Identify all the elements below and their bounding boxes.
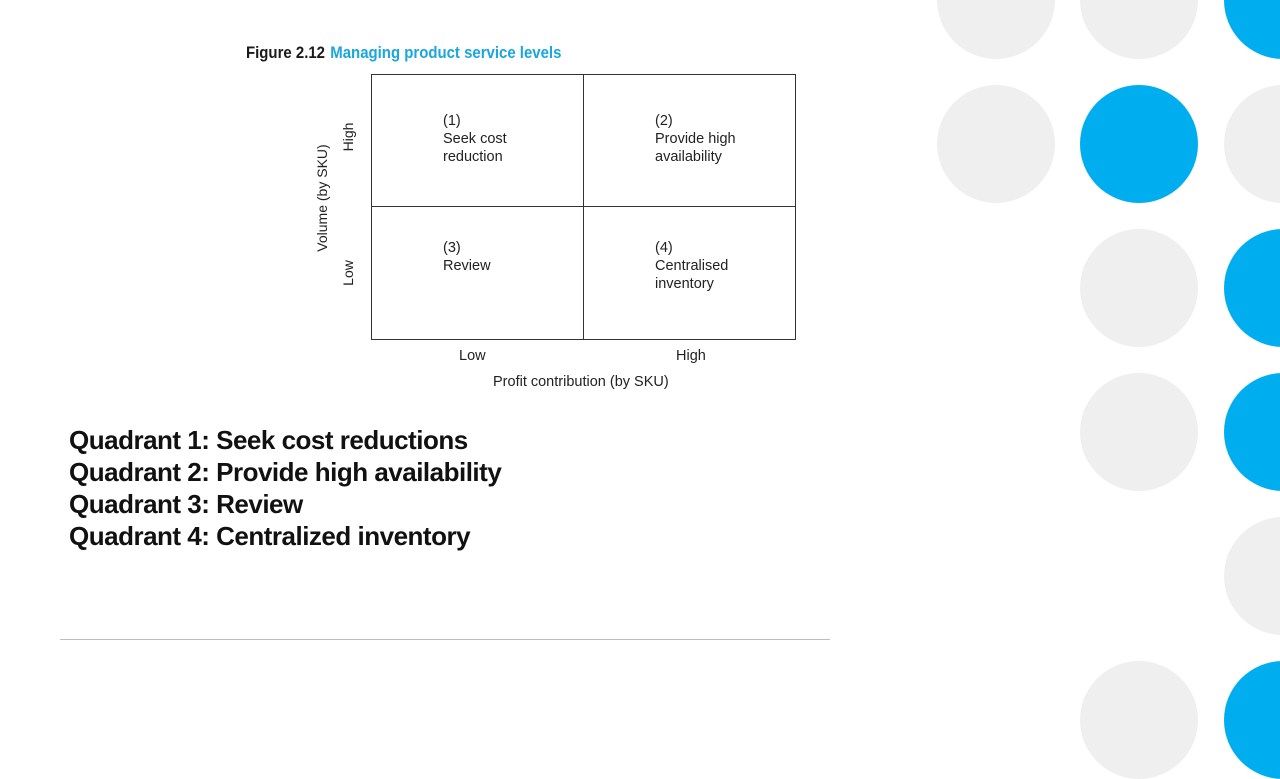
quadrant-number: (4) [655, 240, 673, 256]
summary-item: Quadrant 4: Centralized inventory [69, 521, 471, 551]
quadrant-1-text: (1) Seek cost reduction [443, 112, 507, 166]
quadrant-label-line: Centralised [655, 258, 729, 274]
decor-circle-accent [1224, 0, 1280, 59]
y-tick-low: Low [340, 260, 356, 286]
y-tick-high: High [340, 122, 356, 152]
x-axis-label: Profit contribution (by SKU) [493, 374, 669, 390]
x-tick-low: Low [459, 348, 486, 364]
decor-circle [937, 85, 1055, 203]
decor-circle [1080, 0, 1198, 59]
y-axis-label: Volume (by SKU) [314, 144, 330, 252]
summary-item: Quadrant 2: Provide high availability [69, 457, 502, 487]
footer-divider [60, 639, 830, 640]
quadrant-label-line: Review [443, 258, 491, 274]
quadrant-label-line: availability [655, 149, 722, 165]
figure-number: Figure 2.12 [246, 43, 325, 62]
x-tick-high: High [676, 348, 706, 364]
quadrant-label-line: inventory [655, 276, 714, 292]
quadrant-3-text: (3) Review [443, 239, 491, 275]
summary-item: Quadrant 3: Review [69, 489, 303, 519]
decor-circle [1224, 85, 1280, 203]
matrix-divider-vertical [583, 75, 584, 339]
quadrant-label-line: Seek cost [443, 131, 507, 147]
decor-circle-accent [1224, 229, 1280, 347]
decor-circle [937, 0, 1055, 59]
quadrant-label-line: reduction [443, 149, 503, 165]
decor-circle-accent [1224, 373, 1280, 491]
decor-circle [1080, 229, 1198, 347]
quadrant-number: (3) [443, 240, 461, 256]
quadrant-2-text: (2) Provide high availability [655, 112, 736, 166]
decor-circle-accent [1080, 85, 1198, 203]
quadrant-4-text: (4) Centralised inventory [655, 239, 728, 293]
figure-title: Managing product service levels [330, 43, 562, 62]
decor-circle-accent [1224, 661, 1280, 779]
quadrant-number: (2) [655, 113, 673, 129]
quadrant-summary-list: Quadrant 1: Seek cost reductions Quadran… [69, 424, 502, 552]
decor-circle [1080, 373, 1198, 491]
quadrant-label-line: Provide high [655, 131, 736, 147]
figure-caption: Figure 2.12 Managing product service leve… [246, 43, 561, 63]
matrix-divider-horizontal [372, 206, 795, 207]
quadrant-matrix [371, 74, 796, 340]
decor-circle [1080, 661, 1198, 779]
decor-circle [1224, 517, 1280, 635]
quadrant-number: (1) [443, 113, 461, 129]
summary-item: Quadrant 1: Seek cost reductions [69, 425, 468, 455]
